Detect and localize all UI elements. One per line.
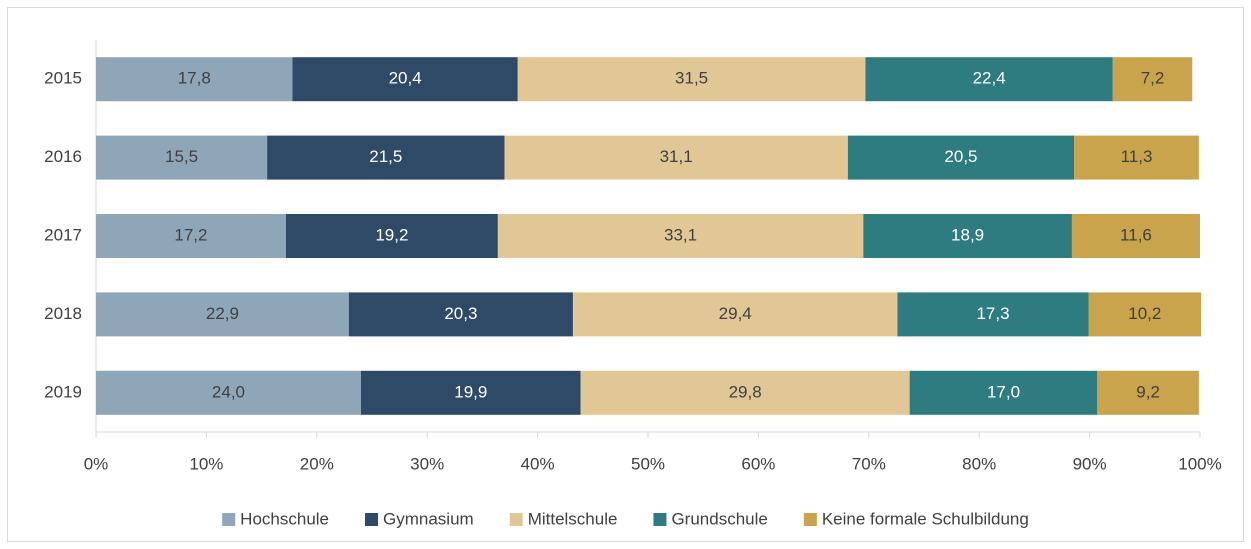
data-label: 24,0 [212, 382, 245, 401]
data-label: 17,3 [976, 304, 1009, 323]
data-label: 33,1 [664, 225, 697, 244]
data-label: 7,2 [1141, 69, 1165, 88]
y-tick-label: 2015 [44, 69, 82, 88]
bar-segment [1097, 370, 1199, 415]
legend-label: Keine formale Schulbildung [822, 509, 1029, 528]
bar-segment [572, 292, 898, 337]
bar-segment [96, 57, 293, 102]
bar-segment [497, 214, 864, 258]
data-label: 18,9 [951, 225, 984, 244]
x-tick-label: 90% [1073, 454, 1107, 473]
bar-segment [285, 214, 498, 258]
y-tick-label: 2017 [44, 225, 82, 244]
bar-segment [580, 370, 910, 415]
x-tick-label: 40% [521, 454, 555, 473]
data-label: 22,4 [973, 69, 1006, 88]
bar-segment [348, 292, 573, 337]
legend-label: Mittelschule [528, 509, 618, 528]
data-label: 11,3 [1121, 147, 1153, 166]
bar-segment [863, 214, 1072, 258]
data-label: 11,6 [1120, 225, 1152, 244]
data-label: 17,8 [178, 69, 211, 88]
bar-segment [897, 292, 1089, 337]
data-label: 17,2 [174, 225, 207, 244]
bar-segment [1074, 135, 1199, 180]
x-tick-label: 100% [1178, 454, 1221, 473]
bar-segment [96, 292, 349, 337]
x-tick-label: 0% [84, 454, 109, 473]
bar-segment [504, 135, 848, 180]
data-label: 19,2 [375, 225, 408, 244]
y-tick-label: 2016 [44, 147, 82, 166]
legend-swatch [509, 513, 523, 526]
bar-segment [1112, 57, 1193, 102]
legend-swatch [365, 513, 379, 526]
bar-segment [267, 135, 505, 180]
data-label: 20,5 [944, 147, 977, 166]
bar-segment [96, 135, 268, 180]
data-label: 22,9 [206, 304, 239, 323]
data-label: 29,8 [729, 382, 762, 401]
data-label: 9,2 [1136, 382, 1160, 401]
legend-swatch [222, 513, 236, 526]
legend-swatch [653, 513, 667, 526]
legend-label: Gymnasium [383, 509, 474, 528]
data-label: 15,5 [165, 147, 198, 166]
y-tick-label: 2018 [44, 304, 82, 323]
y-tick-label: 2019 [44, 382, 82, 401]
bar-segment [909, 370, 1098, 415]
bar-segment [292, 57, 518, 102]
x-tick-label: 80% [962, 454, 996, 473]
x-tick-label: 50% [631, 454, 665, 473]
legend-swatch [803, 513, 817, 526]
data-label: 10,2 [1128, 304, 1161, 323]
bar-segment [96, 370, 361, 415]
bar-segment [1071, 214, 1200, 258]
x-tick-label: 30% [410, 454, 444, 473]
data-label: 21,5 [369, 147, 402, 166]
data-label: 29,4 [719, 304, 752, 323]
x-tick-label: 20% [300, 454, 334, 473]
data-label: 31,1 [660, 147, 693, 166]
data-label: 20,3 [444, 304, 477, 323]
x-tick-label: 70% [852, 454, 886, 473]
x-tick-label: 10% [189, 454, 223, 473]
legend-label: Hochschule [240, 509, 329, 528]
bar-segment [96, 214, 286, 258]
data-label: 31,5 [675, 69, 708, 88]
bar-segment [1088, 292, 1202, 337]
x-tick-label: 60% [741, 454, 775, 473]
bar-segment [517, 57, 866, 102]
data-label: 19,9 [454, 382, 487, 401]
bar-segment [865, 57, 1113, 102]
legend-label: Grundschule [671, 509, 767, 528]
bar-segment [847, 135, 1075, 180]
data-label: 20,4 [389, 69, 422, 88]
bar-segment [360, 370, 581, 415]
data-label: 17,0 [987, 382, 1020, 401]
